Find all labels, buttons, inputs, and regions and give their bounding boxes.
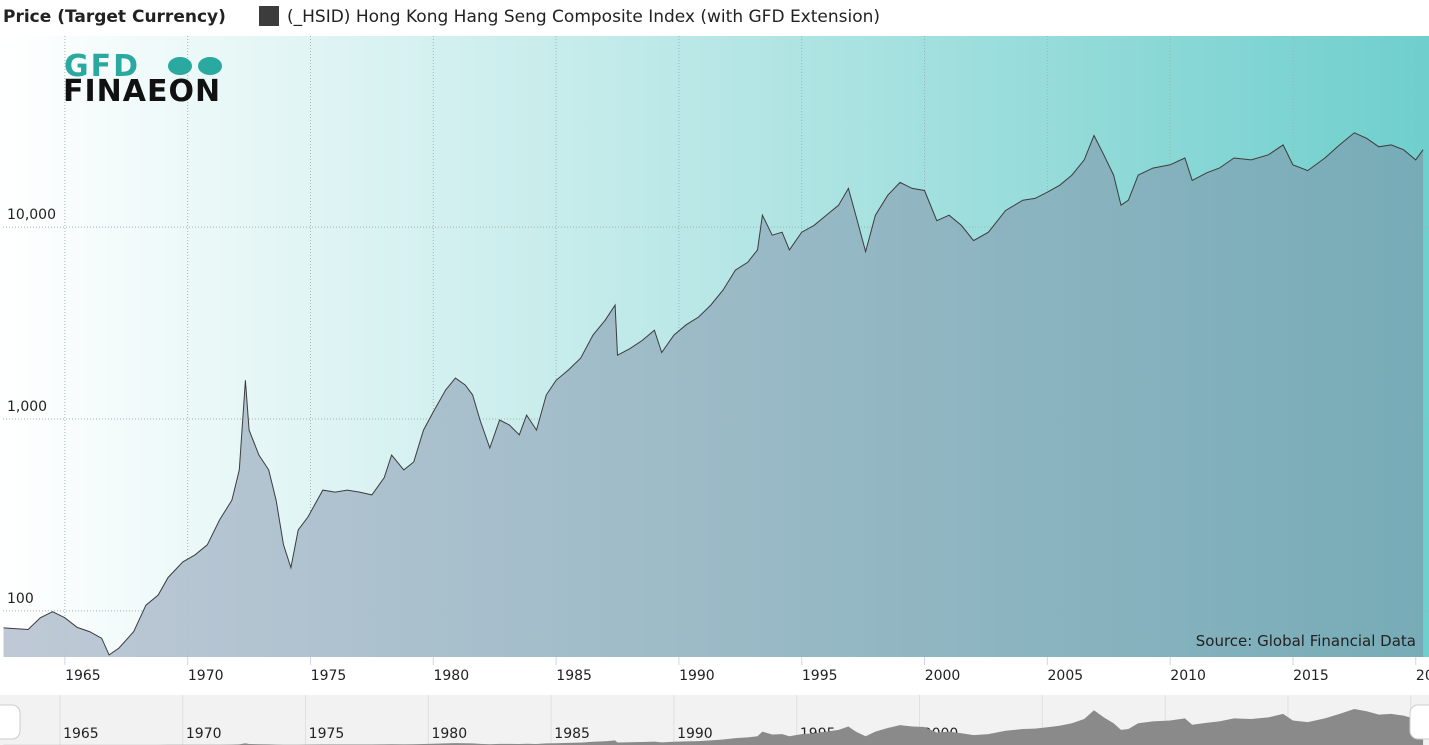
navigator-area bbox=[3, 709, 1424, 745]
x-tick-label: 1970 bbox=[188, 668, 224, 684]
x-tick-label: 1980 bbox=[433, 668, 469, 684]
x-tick-label: 2015 bbox=[1293, 668, 1329, 684]
navigator-label: 1985 bbox=[554, 726, 590, 742]
navigator-label: 1975 bbox=[309, 726, 345, 742]
x-tick-label: 2000 bbox=[925, 668, 961, 684]
area bbox=[3, 132, 1424, 658]
source-note: Source: Global Financial Data bbox=[1196, 632, 1416, 650]
y-tick-label: 10,000 bbox=[7, 207, 56, 223]
x-tick-label: 2020 bbox=[1416, 668, 1429, 684]
y-tick-label: 100 bbox=[7, 591, 34, 607]
x-tick-label: 1975 bbox=[311, 668, 347, 684]
x-tick-label: 1990 bbox=[679, 668, 715, 684]
legend-label[interactable]: (_HSID) Hong Kong Hang Seng Composite In… bbox=[287, 7, 880, 27]
navigator-label: 1990 bbox=[677, 726, 713, 742]
logo-bottom: FINAEON bbox=[63, 74, 221, 109]
line bbox=[3, 132, 1424, 656]
navigator-label: 1980 bbox=[431, 726, 467, 742]
logo-top: GFD bbox=[64, 49, 140, 84]
navigator-handle[interactable] bbox=[1409, 704, 1429, 740]
legend-title: Price (Target Currency) bbox=[3, 7, 226, 27]
logo-leaf bbox=[198, 57, 222, 75]
x-tick-label: 2005 bbox=[1048, 668, 1084, 684]
navigator-handle[interactable] bbox=[0, 704, 21, 740]
x-tick-label: 1985 bbox=[556, 668, 592, 684]
x-tick-label: 1995 bbox=[802, 668, 838, 684]
logo: GFD FINAEON bbox=[63, 49, 222, 109]
legend-swatch[interactable] bbox=[259, 6, 279, 26]
navigator-label: 1970 bbox=[186, 726, 222, 742]
y-tick-label: 1,000 bbox=[7, 399, 47, 415]
x-tick-label: 1965 bbox=[65, 668, 101, 684]
x-tick-label: 2010 bbox=[1170, 668, 1206, 684]
navigator-label: 1965 bbox=[63, 726, 99, 742]
logo-leaf bbox=[168, 57, 192, 75]
